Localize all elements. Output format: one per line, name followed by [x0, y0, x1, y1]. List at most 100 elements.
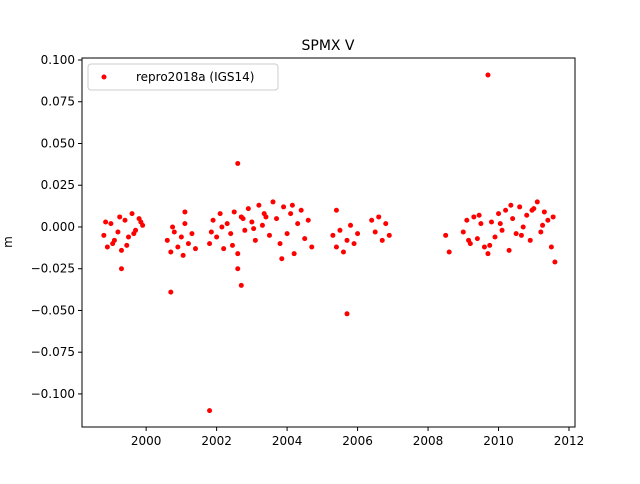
point	[182, 209, 188, 215]
point	[129, 211, 135, 217]
point	[245, 206, 251, 212]
point	[110, 241, 116, 247]
y-tick-label: −0.075	[31, 345, 75, 359]
point	[103, 219, 109, 225]
point	[164, 237, 170, 243]
point	[545, 217, 551, 223]
point	[229, 242, 235, 248]
point	[224, 221, 230, 227]
point	[235, 161, 241, 167]
point	[168, 289, 174, 295]
x-tick-label: 2000	[131, 434, 162, 448]
point	[288, 211, 294, 217]
point	[548, 244, 554, 250]
point	[344, 237, 350, 243]
point	[527, 237, 533, 243]
point	[446, 249, 452, 255]
point	[118, 266, 124, 272]
point	[104, 244, 110, 250]
point	[517, 204, 523, 210]
point	[192, 246, 198, 252]
point	[242, 227, 248, 233]
point	[471, 214, 477, 220]
x-tick-label: 2008	[413, 434, 444, 448]
y-tick-label: −0.100	[31, 387, 75, 401]
point	[279, 256, 285, 262]
point	[513, 231, 519, 237]
x-tick-label: 2004	[272, 434, 303, 448]
point	[383, 221, 389, 227]
point	[122, 217, 128, 223]
y-tick-label: −0.050	[31, 303, 75, 317]
point	[496, 211, 502, 217]
point	[474, 236, 480, 242]
point	[376, 214, 382, 220]
point	[348, 222, 354, 228]
y-axis-label: m	[1, 236, 15, 248]
point	[351, 241, 357, 247]
point	[295, 221, 301, 227]
point	[175, 244, 181, 250]
point	[118, 247, 124, 253]
y-tick-label: 0.100	[41, 53, 75, 67]
point	[340, 249, 346, 255]
point	[289, 202, 295, 208]
x-tick-label: 2012	[554, 434, 585, 448]
point	[138, 219, 144, 225]
point	[481, 244, 487, 250]
point	[235, 251, 241, 257]
point	[333, 207, 339, 213]
point	[476, 212, 482, 218]
point	[552, 259, 558, 265]
point	[497, 221, 503, 227]
y-tick-label: −0.025	[31, 262, 75, 276]
point	[117, 214, 123, 220]
y-tick-label: 0.000	[41, 220, 75, 234]
x-tick-label: 2006	[342, 434, 373, 448]
point	[189, 231, 195, 237]
y-tick-label: 0.025	[41, 178, 75, 192]
point	[309, 244, 315, 250]
point	[207, 408, 213, 414]
point	[510, 216, 516, 222]
legend-marker	[101, 74, 107, 80]
point	[281, 204, 287, 210]
legend-box	[87, 63, 279, 91]
point	[344, 311, 350, 317]
point	[538, 229, 544, 235]
chart-title: SPMX V	[301, 38, 354, 54]
point	[256, 202, 262, 208]
point	[529, 207, 535, 213]
point	[337, 227, 343, 233]
point	[464, 217, 470, 223]
point	[520, 224, 526, 230]
x-tick-label: 2002	[201, 434, 232, 448]
point	[270, 199, 276, 205]
point	[131, 231, 137, 237]
plot-frame	[81, 57, 576, 428]
point	[231, 209, 237, 215]
point	[541, 209, 547, 215]
point	[266, 232, 272, 238]
point	[534, 199, 540, 205]
point	[503, 207, 509, 213]
point	[208, 229, 214, 235]
point	[291, 251, 297, 257]
point	[305, 217, 311, 223]
point	[182, 221, 188, 227]
point	[214, 234, 220, 240]
point	[171, 229, 177, 235]
point	[261, 211, 267, 217]
point	[499, 227, 505, 233]
point	[274, 216, 280, 222]
point	[487, 242, 493, 248]
point	[524, 212, 530, 218]
y-tick-label: 0.050	[41, 136, 75, 150]
point	[168, 249, 174, 255]
point	[178, 234, 184, 240]
point	[488, 219, 494, 225]
point	[115, 229, 121, 235]
point	[210, 217, 216, 223]
point	[228, 231, 234, 237]
